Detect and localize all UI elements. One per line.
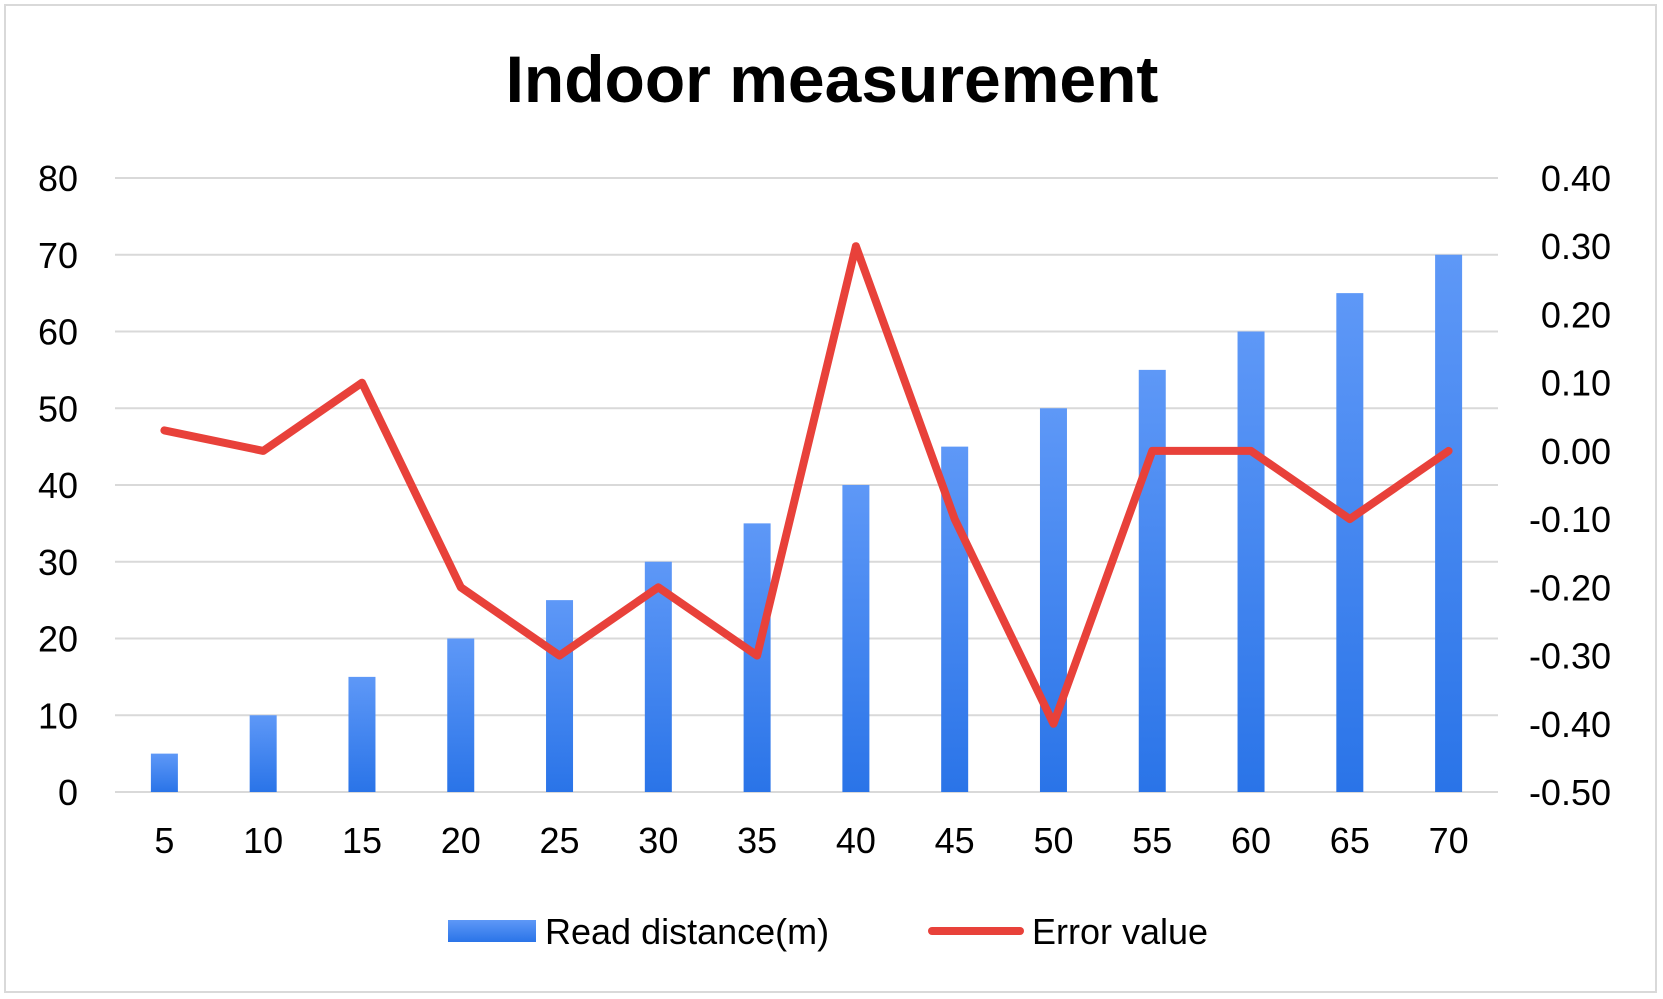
bar [1435, 254, 1463, 792]
bar [447, 638, 475, 792]
x-tick-label: 15 [342, 820, 382, 861]
right-tick-label: -0.30 [1529, 636, 1611, 677]
bar [150, 753, 178, 792]
legend: Read distance(m) Error value [448, 911, 1208, 952]
x-tick-label: 60 [1231, 820, 1271, 861]
left-tick-label: 20 [38, 619, 78, 660]
right-tick-label: -0.50 [1529, 772, 1611, 813]
right-tick-label: -0.40 [1529, 704, 1611, 745]
legend-label-error-value: Error value [1032, 911, 1208, 952]
right-tick-label: -0.20 [1529, 567, 1611, 608]
left-tick-label: 80 [38, 158, 78, 199]
left-tick-label: 0 [58, 772, 78, 813]
x-tick-label: 70 [1429, 820, 1469, 861]
x-tick-label: 20 [441, 820, 481, 861]
right-tick-label: 0.20 [1541, 294, 1611, 335]
chart-title: Indoor measurement [506, 42, 1159, 116]
x-tick-label: 25 [540, 820, 580, 861]
right-tick-label: 0.40 [1541, 158, 1611, 199]
left-axis: 0 10 20 30 40 50 60 70 80 [38, 158, 78, 813]
bar [1039, 408, 1067, 792]
right-tick-label: 0.00 [1541, 431, 1611, 472]
x-tick-label: 10 [243, 820, 283, 861]
bar [348, 676, 376, 792]
error-value-line [160, 242, 1453, 728]
legend-bar-swatch [448, 920, 536, 942]
right-tick-label: 0.30 [1541, 226, 1611, 267]
x-tick-label: 65 [1330, 820, 1370, 861]
left-tick-label: 40 [38, 465, 78, 506]
line-series [160, 242, 1453, 728]
x-tick-label: 50 [1033, 820, 1073, 861]
right-tick-label: -0.10 [1529, 499, 1611, 540]
bar [1336, 293, 1364, 792]
x-tick-label: 30 [638, 820, 678, 861]
gridlines [115, 177, 1498, 793]
right-axis: -0.50 -0.40 -0.30 -0.20 -0.10 0.00 0.10 0.20 0.3… [1529, 158, 1611, 813]
left-tick-label: 70 [38, 235, 78, 276]
bar [1237, 331, 1265, 792]
x-tick-label: 35 [737, 820, 777, 861]
x-tick-label: 45 [935, 820, 975, 861]
left-tick-label: 30 [38, 542, 78, 583]
bar-series [150, 254, 1463, 792]
left-tick-label: 10 [38, 695, 78, 736]
legend-label-read-distance: Read distance(m) [545, 911, 829, 952]
bar [644, 561, 672, 792]
x-tick-label: 40 [836, 820, 876, 861]
right-tick-label: 0.10 [1541, 363, 1611, 404]
bar [1138, 369, 1166, 792]
bar [842, 485, 870, 792]
left-tick-label: 50 [38, 388, 78, 429]
left-tick-label: 60 [38, 312, 78, 353]
bar [546, 600, 574, 792]
x-axis: 5 10 15 20 25 30 35 40 45 50 55 60 65 70 [154, 820, 1468, 861]
bar [249, 715, 277, 792]
x-tick-label: 5 [154, 820, 174, 861]
x-tick-label: 55 [1132, 820, 1172, 861]
